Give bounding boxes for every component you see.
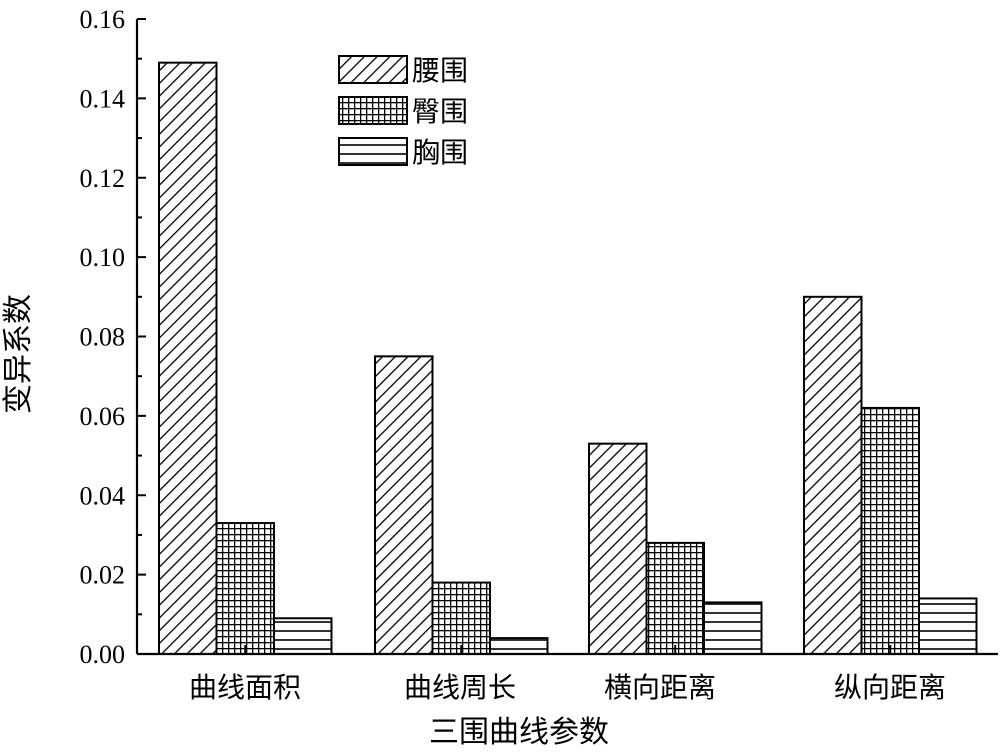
bar-胸围-曲线周长 [489, 637, 549, 655]
bar-胸围-曲线面积 [273, 617, 333, 655]
y-tick-label: 0.06 [80, 402, 126, 431]
y-tick-label: 0.04 [80, 481, 126, 510]
bar-腰围-纵向距离 [803, 295, 863, 655]
legend-swatch [338, 96, 408, 125]
x-category-label: 纵向距离 [834, 671, 946, 704]
y-tick-label: 0.08 [80, 323, 126, 352]
legend-swatch [338, 137, 408, 166]
bar-胸围-纵向距离 [918, 597, 978, 655]
bar-腰围-横向距离 [588, 442, 648, 655]
y-axis-title: 变异系数 [1, 294, 36, 414]
x-axis-title: 三围曲线参数 [429, 715, 609, 750]
y-tick-label: 0.12 [80, 164, 126, 193]
x-category-label: 曲线面积 [189, 671, 301, 704]
bar-臀围-曲线面积 [215, 522, 275, 655]
legend-label: 胸围 [412, 136, 468, 169]
bar-臀围-横向距离 [645, 541, 705, 655]
axis-labels: 三围曲线参数 变异系数 [1, 294, 609, 750]
bar-胸围-横向距离 [703, 601, 763, 655]
bar-臀围-曲线周长 [431, 581, 491, 655]
y-tick-label: 0.14 [80, 84, 126, 113]
legend-label: 臀围 [412, 95, 468, 128]
x-category-label: 曲线周长 [404, 671, 516, 704]
y-tick-label: 0.10 [80, 243, 126, 272]
axes: 0.00 0.02 0.04 0.06 0.08 0.10 0.12 0.14 0.16 曲线面积… [80, 5, 998, 704]
x-category-label: 横向距离 [604, 671, 716, 704]
bar-臀围-纵向距离 [860, 406, 920, 655]
legend-label: 腰围 [412, 54, 468, 87]
bar-腰围-曲线面积 [158, 61, 218, 655]
legend-swatch [338, 55, 408, 84]
y-tick-label: 0.02 [80, 561, 126, 590]
y-tick-label: 0.00 [80, 640, 126, 669]
plot-area [158, 61, 978, 655]
bar-腰围-曲线周长 [374, 355, 434, 655]
y-tick-label: 0.16 [80, 5, 126, 34]
